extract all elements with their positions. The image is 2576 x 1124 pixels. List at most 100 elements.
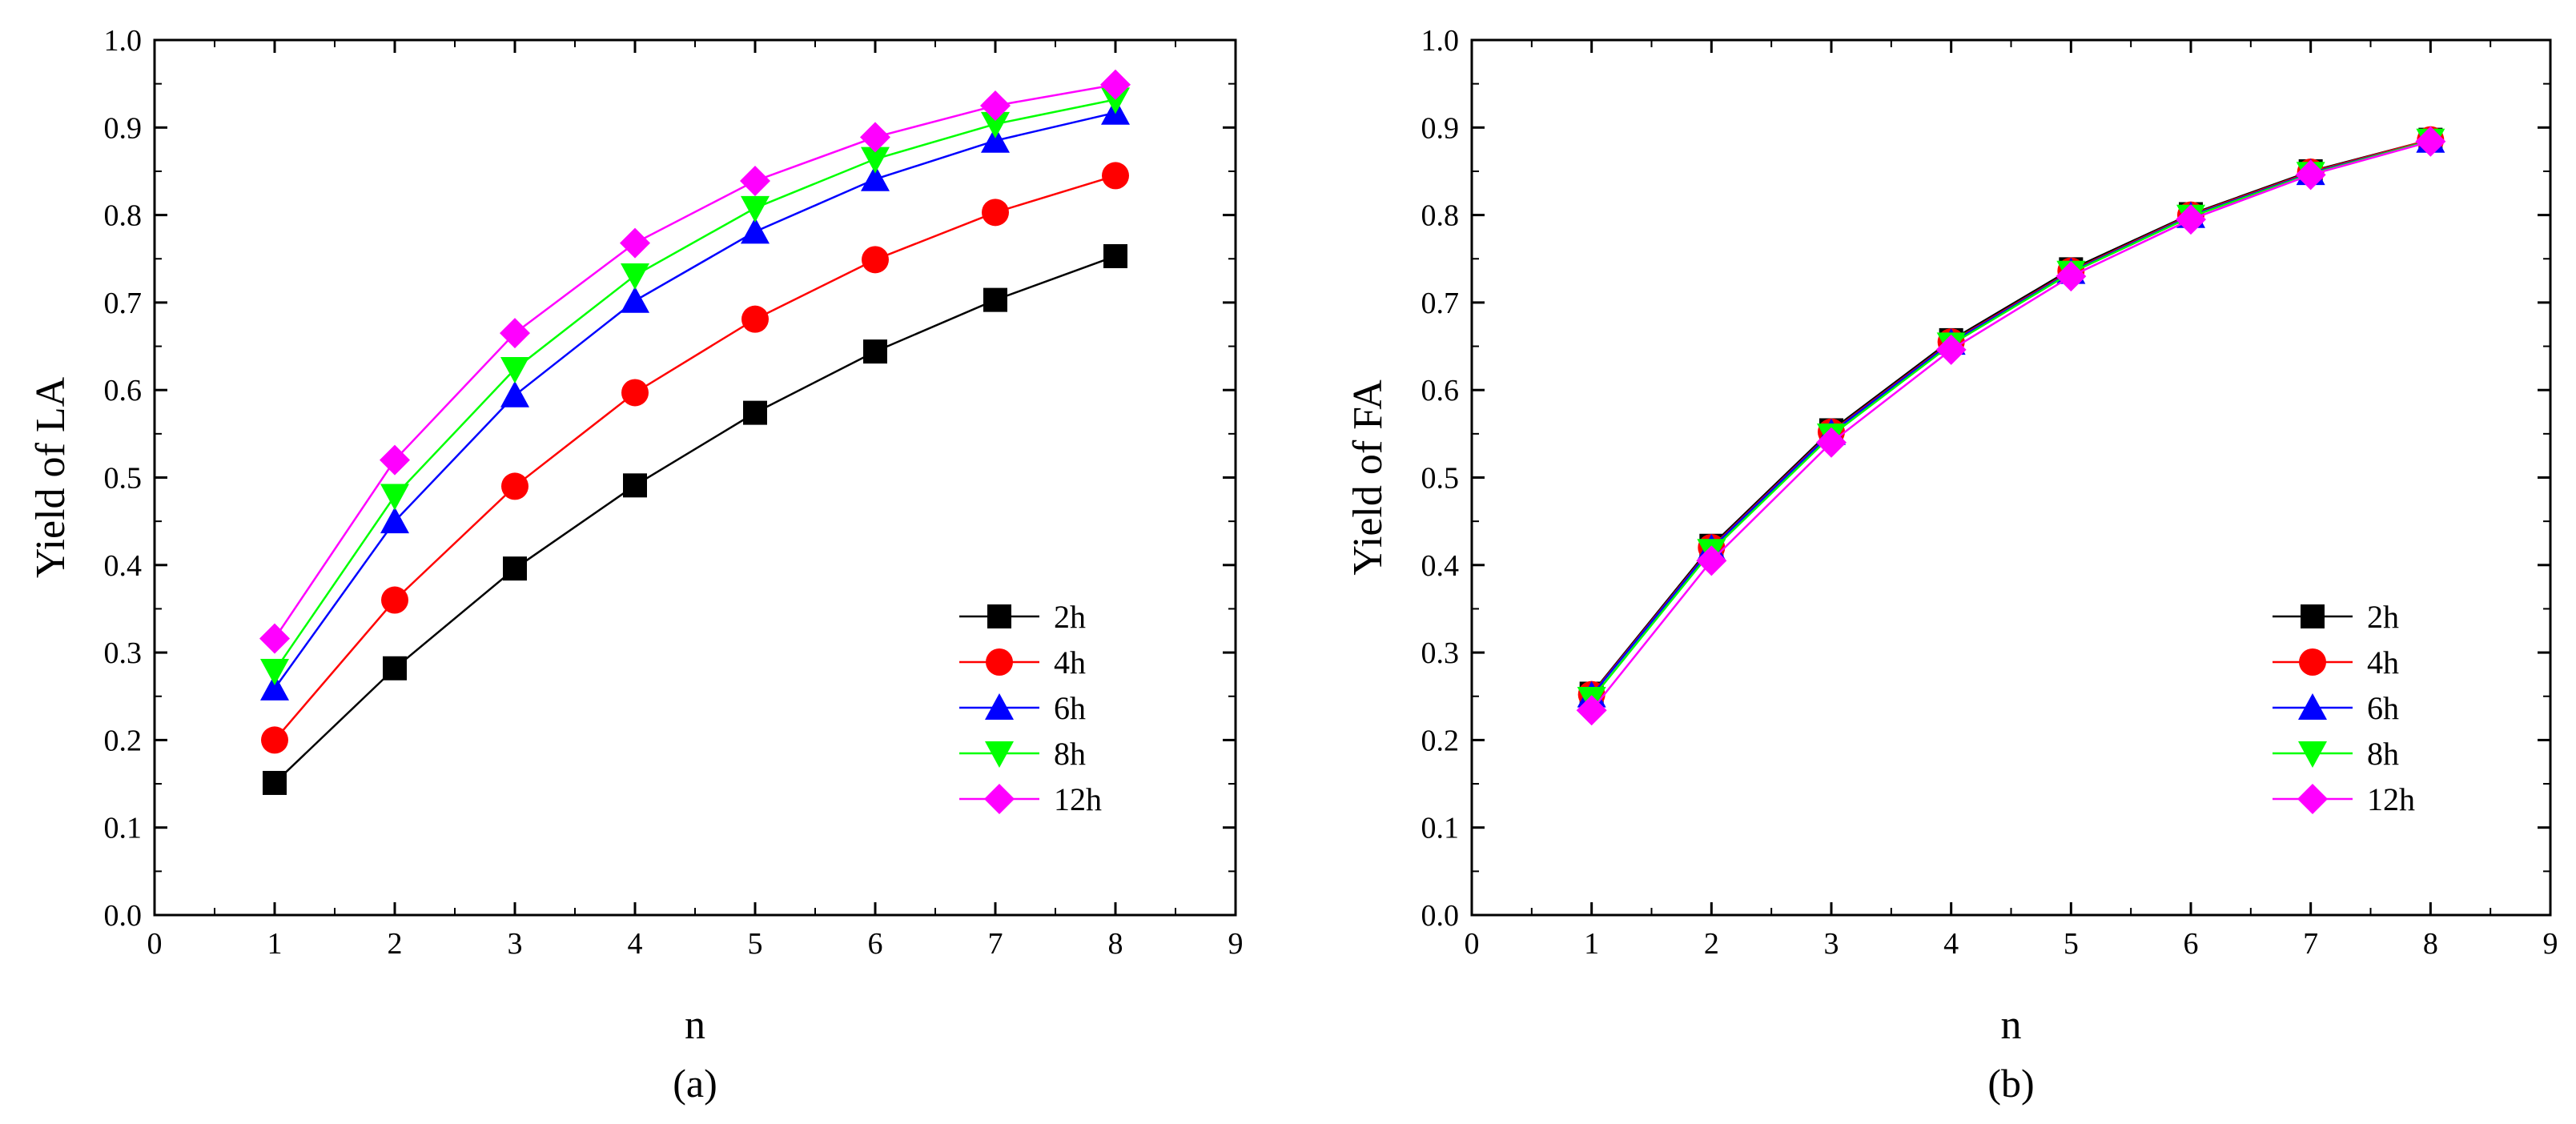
legend-marker-12h <box>984 784 1015 814</box>
legend-label-4h: 4h <box>2367 644 2399 680</box>
series-line-12h <box>1590 140 2431 712</box>
x-tick-label: 0 <box>1465 927 1480 961</box>
y-tick-label: 0.5 <box>1421 462 1460 496</box>
series-12h <box>1576 126 2446 726</box>
x-tick-label: 3 <box>1824 927 1839 961</box>
data-point-4h <box>862 246 889 274</box>
y-axis-title: Yield of LA <box>28 376 74 578</box>
data-point-12h <box>2176 204 2206 235</box>
series-line-8h <box>1590 139 2431 700</box>
series-line-2h <box>274 255 1116 784</box>
y-tick-label: 0.7 <box>1421 287 1460 320</box>
legend-marker-6h <box>2298 693 2327 720</box>
series-6h <box>260 98 1130 700</box>
x-axis-title: n <box>2001 1002 2022 1048</box>
data-point-8h <box>1101 87 1130 114</box>
x-tick-label: 1 <box>267 927 283 961</box>
data-point-12h <box>1935 334 1967 365</box>
legend-marker-2h <box>2301 604 2325 628</box>
data-point-4h <box>741 305 769 333</box>
data-point-8h <box>500 356 529 383</box>
legend-label-2h: 2h <box>2367 599 2399 635</box>
legend: 2h 4h 6h 8h 12h <box>959 599 1102 817</box>
y-tick-label: 0.3 <box>1421 636 1460 670</box>
x-tick-label: 6 <box>2184 927 2199 961</box>
data-point-4h <box>621 379 649 407</box>
data-point-6h <box>500 380 529 407</box>
legend-label-8h: 8h <box>2367 736 2399 772</box>
x-tick-label: 3 <box>508 927 523 961</box>
data-point-12h <box>500 318 530 349</box>
x-tick-label: 7 <box>2303 927 2318 961</box>
x-tick-label: 4 <box>628 927 643 961</box>
data-point-12h <box>259 623 290 654</box>
y-tick-label: 0.1 <box>1421 812 1460 845</box>
data-point-6h <box>621 286 649 313</box>
data-point-12h <box>740 165 770 196</box>
x-tick-label: 1 <box>1584 927 1599 961</box>
data-point-2h <box>383 656 407 680</box>
data-point-12h <box>2415 126 2446 157</box>
x-tick-label: 4 <box>1943 927 1959 961</box>
data-point-2h <box>1103 243 1127 268</box>
data-point-12h <box>980 90 1011 121</box>
legend-marker-4h <box>986 648 1013 676</box>
figure-caption: (b) <box>1987 1061 2034 1106</box>
legend-label-6h: 6h <box>2367 690 2399 726</box>
series-8h <box>260 87 1130 686</box>
data-point-8h <box>981 111 1010 138</box>
series-12h <box>259 69 1131 654</box>
data-point-12h <box>620 227 650 259</box>
y-tick-label: 0.9 <box>1421 111 1460 145</box>
chart-a: 0 1 2 3 4 5 6 7 8 9 0.0 0.1 0.2 0.3 0.4 0.5 0.6 0.7 0.8 0.9… <box>28 24 1244 1106</box>
series-4h <box>261 162 1129 754</box>
data-point-12h <box>1100 69 1131 100</box>
x-tick-label: 2 <box>1704 927 1719 961</box>
y-tick-label: 0.2 <box>104 724 143 757</box>
y-tick-label: 1.0 <box>1421 24 1460 58</box>
data-point-2h <box>983 287 1007 312</box>
y-tick-label: 0.6 <box>1421 374 1460 407</box>
x-axis-title: n <box>685 1002 705 1048</box>
legend-marker-12h <box>2297 784 2328 814</box>
legend-marker-8h <box>985 741 1014 768</box>
legend-label-6h: 6h <box>1054 690 1086 726</box>
x-tick-label: 6 <box>868 927 883 961</box>
chart-b: 0 1 2 3 4 5 6 7 8 9 0.0 0.1 0.2 0.3 0.4 0.5 0.6 0.7 0.8 0.9… <box>1345 24 2558 1106</box>
y-tick-label: 0.4 <box>104 549 143 583</box>
series-2h <box>263 243 1127 795</box>
y-tick-label: 0.4 <box>1421 549 1460 583</box>
data-point-12h <box>1576 695 1607 726</box>
data-point-4h <box>381 586 408 614</box>
figure-caption: (a) <box>673 1061 717 1106</box>
y-tick-label: 0.9 <box>104 111 143 145</box>
data-point-4h <box>1102 162 1129 190</box>
legend-marker-4h <box>2299 648 2326 676</box>
x-tick-label: 7 <box>988 927 1003 961</box>
data-point-8h <box>741 195 770 223</box>
data-point-8h <box>861 147 890 174</box>
legend-label-4h: 4h <box>1054 644 1086 680</box>
y-tick-label: 1.0 <box>104 24 143 58</box>
series-line-4h <box>274 175 1116 741</box>
legend-marker-8h <box>2298 741 2327 768</box>
y-tick-label: 0.5 <box>104 462 143 496</box>
data-point-12h <box>1816 427 1847 458</box>
x-tick-label: 5 <box>748 927 763 961</box>
data-point-6h <box>981 126 1010 153</box>
series-line-6h <box>273 111 1116 689</box>
data-point-4h <box>982 199 1009 227</box>
data-point-12h <box>380 444 410 476</box>
data-point-6h <box>861 164 890 191</box>
x-tick-label: 0 <box>147 927 163 961</box>
data-point-2h <box>743 400 767 425</box>
legend-marker-2h <box>987 604 1011 628</box>
x-tick-label: 5 <box>2064 927 2079 961</box>
data-point-8h <box>260 659 289 686</box>
data-point-12h <box>1696 545 1727 576</box>
y-tick-label: 0.1 <box>104 812 143 845</box>
y-tick-label: 0.3 <box>104 636 143 670</box>
legend-label-2h: 2h <box>1054 599 1086 635</box>
y-tick-label: 0.8 <box>104 199 143 233</box>
data-point-12h <box>2295 159 2326 191</box>
